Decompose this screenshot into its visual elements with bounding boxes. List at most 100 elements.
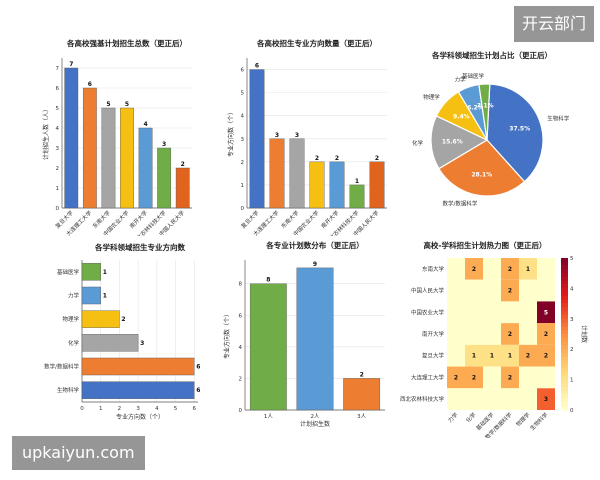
heatmap-cell-value: 1: [472, 353, 476, 360]
heatmap-cell-value: 3: [544, 396, 548, 403]
heatmap-cell: [447, 258, 465, 280]
heatmap-cell: [501, 301, 519, 324]
chart-major-count: 各高校招生专业方向数量（更正后） 0 1 2 3 4 5 6 6 复旦大学 3 大连理工大学 3 东南大学…: [215, 36, 395, 236]
colorbar-segment: [561, 356, 568, 361]
row-label: 东南大学: [422, 265, 445, 273]
colorbar-segment: [561, 277, 568, 282]
x-tick-label: 1人: [264, 413, 273, 420]
heatmap-cell-value: 2: [472, 266, 476, 273]
y-tick-label: 6: [56, 86, 60, 92]
colorbar-segment: [561, 364, 568, 369]
pie-slice-label: 力学: [455, 76, 467, 84]
watermark-badge-bottom: upkaiyun.com: [12, 436, 145, 470]
bar-value-label: 2: [360, 371, 364, 378]
chart-heatmap: 高校-学科招生计划热力图（更正后） 2 2 1 2 5 2 2 1 1 1 2 2 2 2 2 3 东南大学 中国人…: [395, 238, 595, 438]
colorbar-tick-label: 1: [570, 378, 574, 384]
heatmap-cell: [447, 388, 465, 410]
x-tick-label: 3人: [357, 413, 366, 420]
colorbar-segment: [561, 330, 568, 335]
chart-plan-distribution-svg: 各专业计划数分布（更正后） 0 2 4 6 8 8 1人 9 2人 2 3人 专业方向数（个） 计划招生数: [223, 240, 385, 428]
x-tick-label: 0: [80, 406, 84, 412]
colorbar-segment: [561, 303, 568, 308]
chart-heatmap-svg: 高校-学科招生计划热力图（更正后） 2 2 1 2 5 2 2 1 1 1 2 2 2 2 2 3 东南大学中国人…: [400, 240, 588, 438]
col-label: 物理学: [514, 410, 532, 428]
heatmap-cell-value: 2: [472, 374, 476, 381]
colorbar-segment: [561, 322, 568, 327]
heatmap-cell: [519, 344, 537, 367]
y-tick-label: 0: [56, 206, 60, 212]
colorbar-segment: [561, 345, 568, 350]
x-axis-label: 专业方向数（个）: [116, 413, 164, 421]
heatmap-cell: [501, 323, 519, 345]
heatmap-cell: [519, 258, 537, 280]
pie-percent-label: 6.2%: [467, 104, 484, 111]
heatmap-cell-value: 2: [508, 266, 512, 273]
y-tick-label: 2: [239, 376, 243, 382]
heatmap-cell-value: 1: [490, 353, 494, 360]
y-tick-label: 1: [56, 186, 60, 192]
heatmap-cell: [465, 366, 483, 389]
y-tick-label: 5: [56, 106, 60, 112]
chart-title: 高校-学科招生计划热力图（更正后）: [423, 240, 546, 250]
colorbar-label: 计划数: [580, 325, 588, 343]
heatmap-cell: [483, 323, 501, 345]
bar: [369, 161, 385, 209]
pie-percent-label: 9.4%: [453, 114, 470, 121]
x-tick-label: 5: [174, 406, 178, 412]
col-label: 生物科学: [528, 410, 550, 432]
x-tick-label: 4: [155, 406, 159, 412]
bar-value-label: 6: [255, 63, 259, 70]
colorbar-segment: [561, 334, 568, 339]
y-tick-label: 7: [56, 66, 60, 72]
y-tick-label: 化学: [68, 339, 80, 347]
colorbar-segment: [561, 383, 568, 388]
bar-value-label: 2: [315, 155, 319, 162]
heatmap-cell: [483, 366, 501, 389]
heatmap-cell: [447, 344, 465, 367]
y-axis-label: 专业方向数（个）: [223, 311, 231, 359]
heatmap-cell-value: 1: [508, 353, 512, 360]
y-tick-label: 5: [241, 91, 245, 97]
heatmap-cell: [519, 366, 537, 389]
y-tick-label: 2: [241, 160, 245, 166]
heatmap-cell-value: 1: [526, 266, 530, 273]
pie-percent-label: 28.1%: [471, 171, 492, 178]
colorbar-segment: [561, 360, 568, 365]
heatmap-cell: [483, 258, 501, 280]
y-tick-label: 3: [56, 146, 60, 152]
colorbar-segment: [561, 288, 568, 293]
heatmap-cell: [537, 388, 555, 410]
heatmap-cell: [447, 366, 465, 389]
heatmap-cell: [519, 323, 537, 345]
bar-value-label: 2: [121, 316, 125, 323]
heatmap-cell-value: 2: [508, 331, 512, 338]
y-tick-label: 0: [241, 206, 245, 212]
colorbar-segment: [561, 299, 568, 304]
bar-value-label: 3: [140, 340, 144, 347]
heatmap-cell-value: 2: [454, 374, 458, 381]
heatmap-cell: [537, 323, 555, 345]
colorbar-segment: [561, 406, 568, 411]
col-label: 力学: [446, 410, 460, 424]
bar: [81, 263, 101, 281]
y-tick-label: 物理学: [62, 315, 79, 323]
pie-slice-label: 数学/数据科学: [443, 199, 478, 207]
bar-value-label: 3: [295, 132, 299, 139]
heatmap-cell: [447, 279, 465, 302]
colorbar-segment: [561, 311, 568, 316]
x-tick-label: 南开大学: [319, 208, 341, 230]
pie-slice: [486, 83, 544, 183]
x-tick-label: 2人: [311, 413, 320, 420]
heatmap-cell: [447, 301, 465, 324]
heatmap-cell: [465, 258, 483, 280]
row-label: 复旦大学: [422, 352, 445, 360]
pie-slice-label: 生物科学: [547, 115, 570, 123]
row-label: 大连理工大学: [411, 373, 445, 381]
heatmap-cell: [519, 301, 537, 324]
heatmap-cell: [537, 344, 555, 367]
heatmap-cell-value: 2: [508, 288, 512, 295]
chart-subject-share-pie: 各学科领域招生计划占比（更正后） 37.5% 生物科学 28.1% 数学/数据科学 15.…: [395, 40, 590, 220]
chart-total-enrollment-svg: 各高校强基计划招生总数（更正后）012345677复旦大学6大连理工大学5东南大…: [42, 38, 192, 236]
colorbar-tick-label: 0: [570, 408, 574, 414]
heatmap-cell: [537, 258, 555, 280]
